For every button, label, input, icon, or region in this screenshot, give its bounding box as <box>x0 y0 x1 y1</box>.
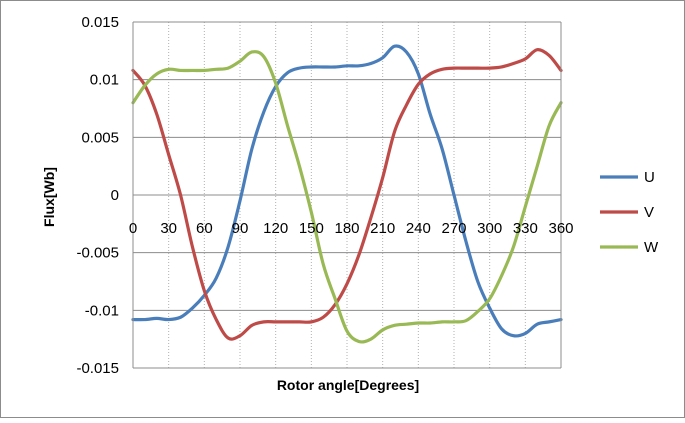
x-tick-label: 330 <box>513 220 538 237</box>
x-axis-title: Rotor angle[Degrees] <box>277 377 419 393</box>
grid <box>132 21 562 369</box>
y-tick-label: -0.01 <box>85 302 119 319</box>
x-tick-label: 30 <box>160 220 177 237</box>
x-tick-label: 0 <box>129 220 137 237</box>
y-tick-label: -0.005 <box>76 245 119 262</box>
x-tick-label: 270 <box>441 220 466 237</box>
series-line-v <box>131 48 563 341</box>
y-tick-label: 0.015 <box>81 14 119 31</box>
x-tick-label: 360 <box>548 220 573 237</box>
legend-label-w: W <box>644 239 659 256</box>
legend-label-v: V <box>644 204 654 221</box>
legend: U V W <box>600 169 659 256</box>
series-lines <box>131 44 563 344</box>
x-tick-label: 120 <box>263 220 288 237</box>
y-tick-label: 0 <box>111 187 119 204</box>
x-tick-label: 90 <box>232 220 249 237</box>
x-tick-label: 60 <box>196 220 213 237</box>
legend-label-u: U <box>644 169 655 186</box>
y-tick-label: 0.005 <box>81 129 119 146</box>
y-tick-label: -0.015 <box>76 360 119 377</box>
axes: 0.015 0.01 0.005 0 -0.005 -0.01 -0.015 0 30 60 90 1… <box>76 14 573 377</box>
x-tick-label: 210 <box>370 220 395 237</box>
series-line-w <box>131 50 563 344</box>
x-tick-label: 180 <box>334 220 359 237</box>
x-tick-label: 150 <box>299 220 324 237</box>
x-tick-label: 300 <box>477 220 502 237</box>
x-tick-label: 240 <box>406 220 431 237</box>
y-axis-title: Flux[Wb] <box>41 167 57 227</box>
y-tick-label: 0.01 <box>90 72 119 89</box>
